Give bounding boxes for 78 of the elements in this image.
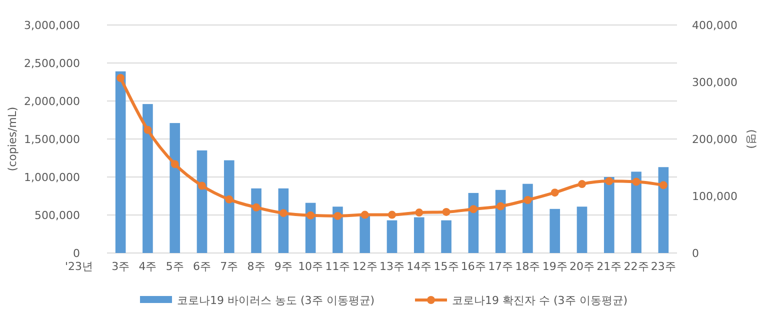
bar — [115, 71, 126, 253]
y-tick-label: 1,000,000 — [24, 170, 80, 184]
y2-tick-label: 0 — [692, 246, 699, 260]
point — [306, 211, 315, 220]
y2-tick-label: 300,000 — [692, 76, 738, 89]
x-tick-label: 18주 — [515, 260, 540, 273]
x-tick-label: 15주 — [434, 260, 459, 273]
legend-label: 코로나19 확진자 수 (3주 이동평균) — [452, 294, 628, 307]
point — [170, 160, 179, 168]
y2-tick-label: 200,000 — [692, 132, 738, 146]
bar — [170, 123, 180, 253]
x-tick-label: 6주 — [193, 260, 211, 273]
bar — [224, 160, 234, 253]
x-tick-label: 17주 — [488, 260, 514, 273]
point — [496, 202, 505, 210]
bar — [468, 192, 479, 253]
x-tick-label: 13주 — [380, 260, 404, 273]
bar — [495, 190, 506, 253]
x-tick-label: 11주 — [325, 260, 350, 273]
point — [360, 210, 369, 219]
y2-tick-label: 100,000 — [692, 190, 738, 203]
bar — [576, 206, 588, 253]
bar — [251, 188, 262, 253]
x-tick-label: 8주 — [247, 260, 266, 273]
point — [225, 195, 234, 204]
point — [550, 188, 559, 197]
point — [415, 208, 424, 217]
bar — [658, 167, 669, 253]
x-tick-label: 23주 — [650, 260, 676, 273]
x-axis-title: '23년 — [64, 260, 93, 273]
x-tick-label: 4주 — [138, 260, 157, 273]
y-axis-title: (copies/mL) — [6, 106, 19, 172]
y-tick-label: 3,000,000 — [24, 18, 80, 32]
legend-label: 코로나19 바이러스 농도 (3주 이동평균) — [177, 294, 375, 307]
point — [116, 74, 125, 82]
bar — [550, 208, 560, 253]
bar — [360, 215, 370, 253]
bar — [196, 150, 208, 253]
bar — [441, 220, 452, 253]
bar — [604, 177, 614, 253]
point — [442, 208, 450, 216]
point — [144, 126, 152, 134]
y-tick-label: 500,000 — [34, 208, 80, 222]
y-tick-label: 1,500,000 — [24, 132, 80, 146]
x-tick-label: 22주 — [624, 260, 649, 273]
point — [334, 212, 342, 220]
x-tick-label: 3주 — [112, 260, 130, 273]
x-tick-label: 5주 — [166, 260, 184, 273]
x-tick-label: 12주 — [352, 260, 378, 273]
point — [388, 210, 396, 219]
x-tick-label: 10주 — [298, 260, 324, 273]
bar — [278, 188, 289, 253]
point — [524, 196, 532, 204]
bar — [631, 172, 642, 253]
point — [605, 177, 614, 186]
bar — [522, 184, 533, 253]
bar — [414, 217, 424, 253]
x-tick-label: 9주 — [274, 260, 292, 273]
point — [578, 180, 586, 188]
y-tick-label: 2,000,000 — [24, 94, 80, 108]
point — [252, 203, 260, 212]
bar — [142, 104, 153, 253]
x-tick-label: 14주 — [406, 260, 432, 273]
point — [279, 209, 288, 218]
y2-tick-label: 400,000 — [692, 18, 738, 32]
point — [659, 181, 668, 190]
bar — [386, 220, 398, 253]
x-tick-label: 21주 — [596, 260, 622, 273]
point — [198, 182, 206, 190]
point — [632, 178, 640, 186]
x-tick-label: 7주 — [220, 260, 238, 273]
y2-axis-title: (명) — [745, 129, 758, 149]
y-tick-label: 2,500,000 — [24, 56, 80, 70]
x-tick-label: 20주 — [570, 260, 594, 273]
y-tick-label: 0 — [73, 246, 80, 260]
x-tick-label: 19주 — [542, 260, 568, 273]
x-tick-label: 16주 — [460, 260, 486, 273]
point — [469, 205, 478, 214]
